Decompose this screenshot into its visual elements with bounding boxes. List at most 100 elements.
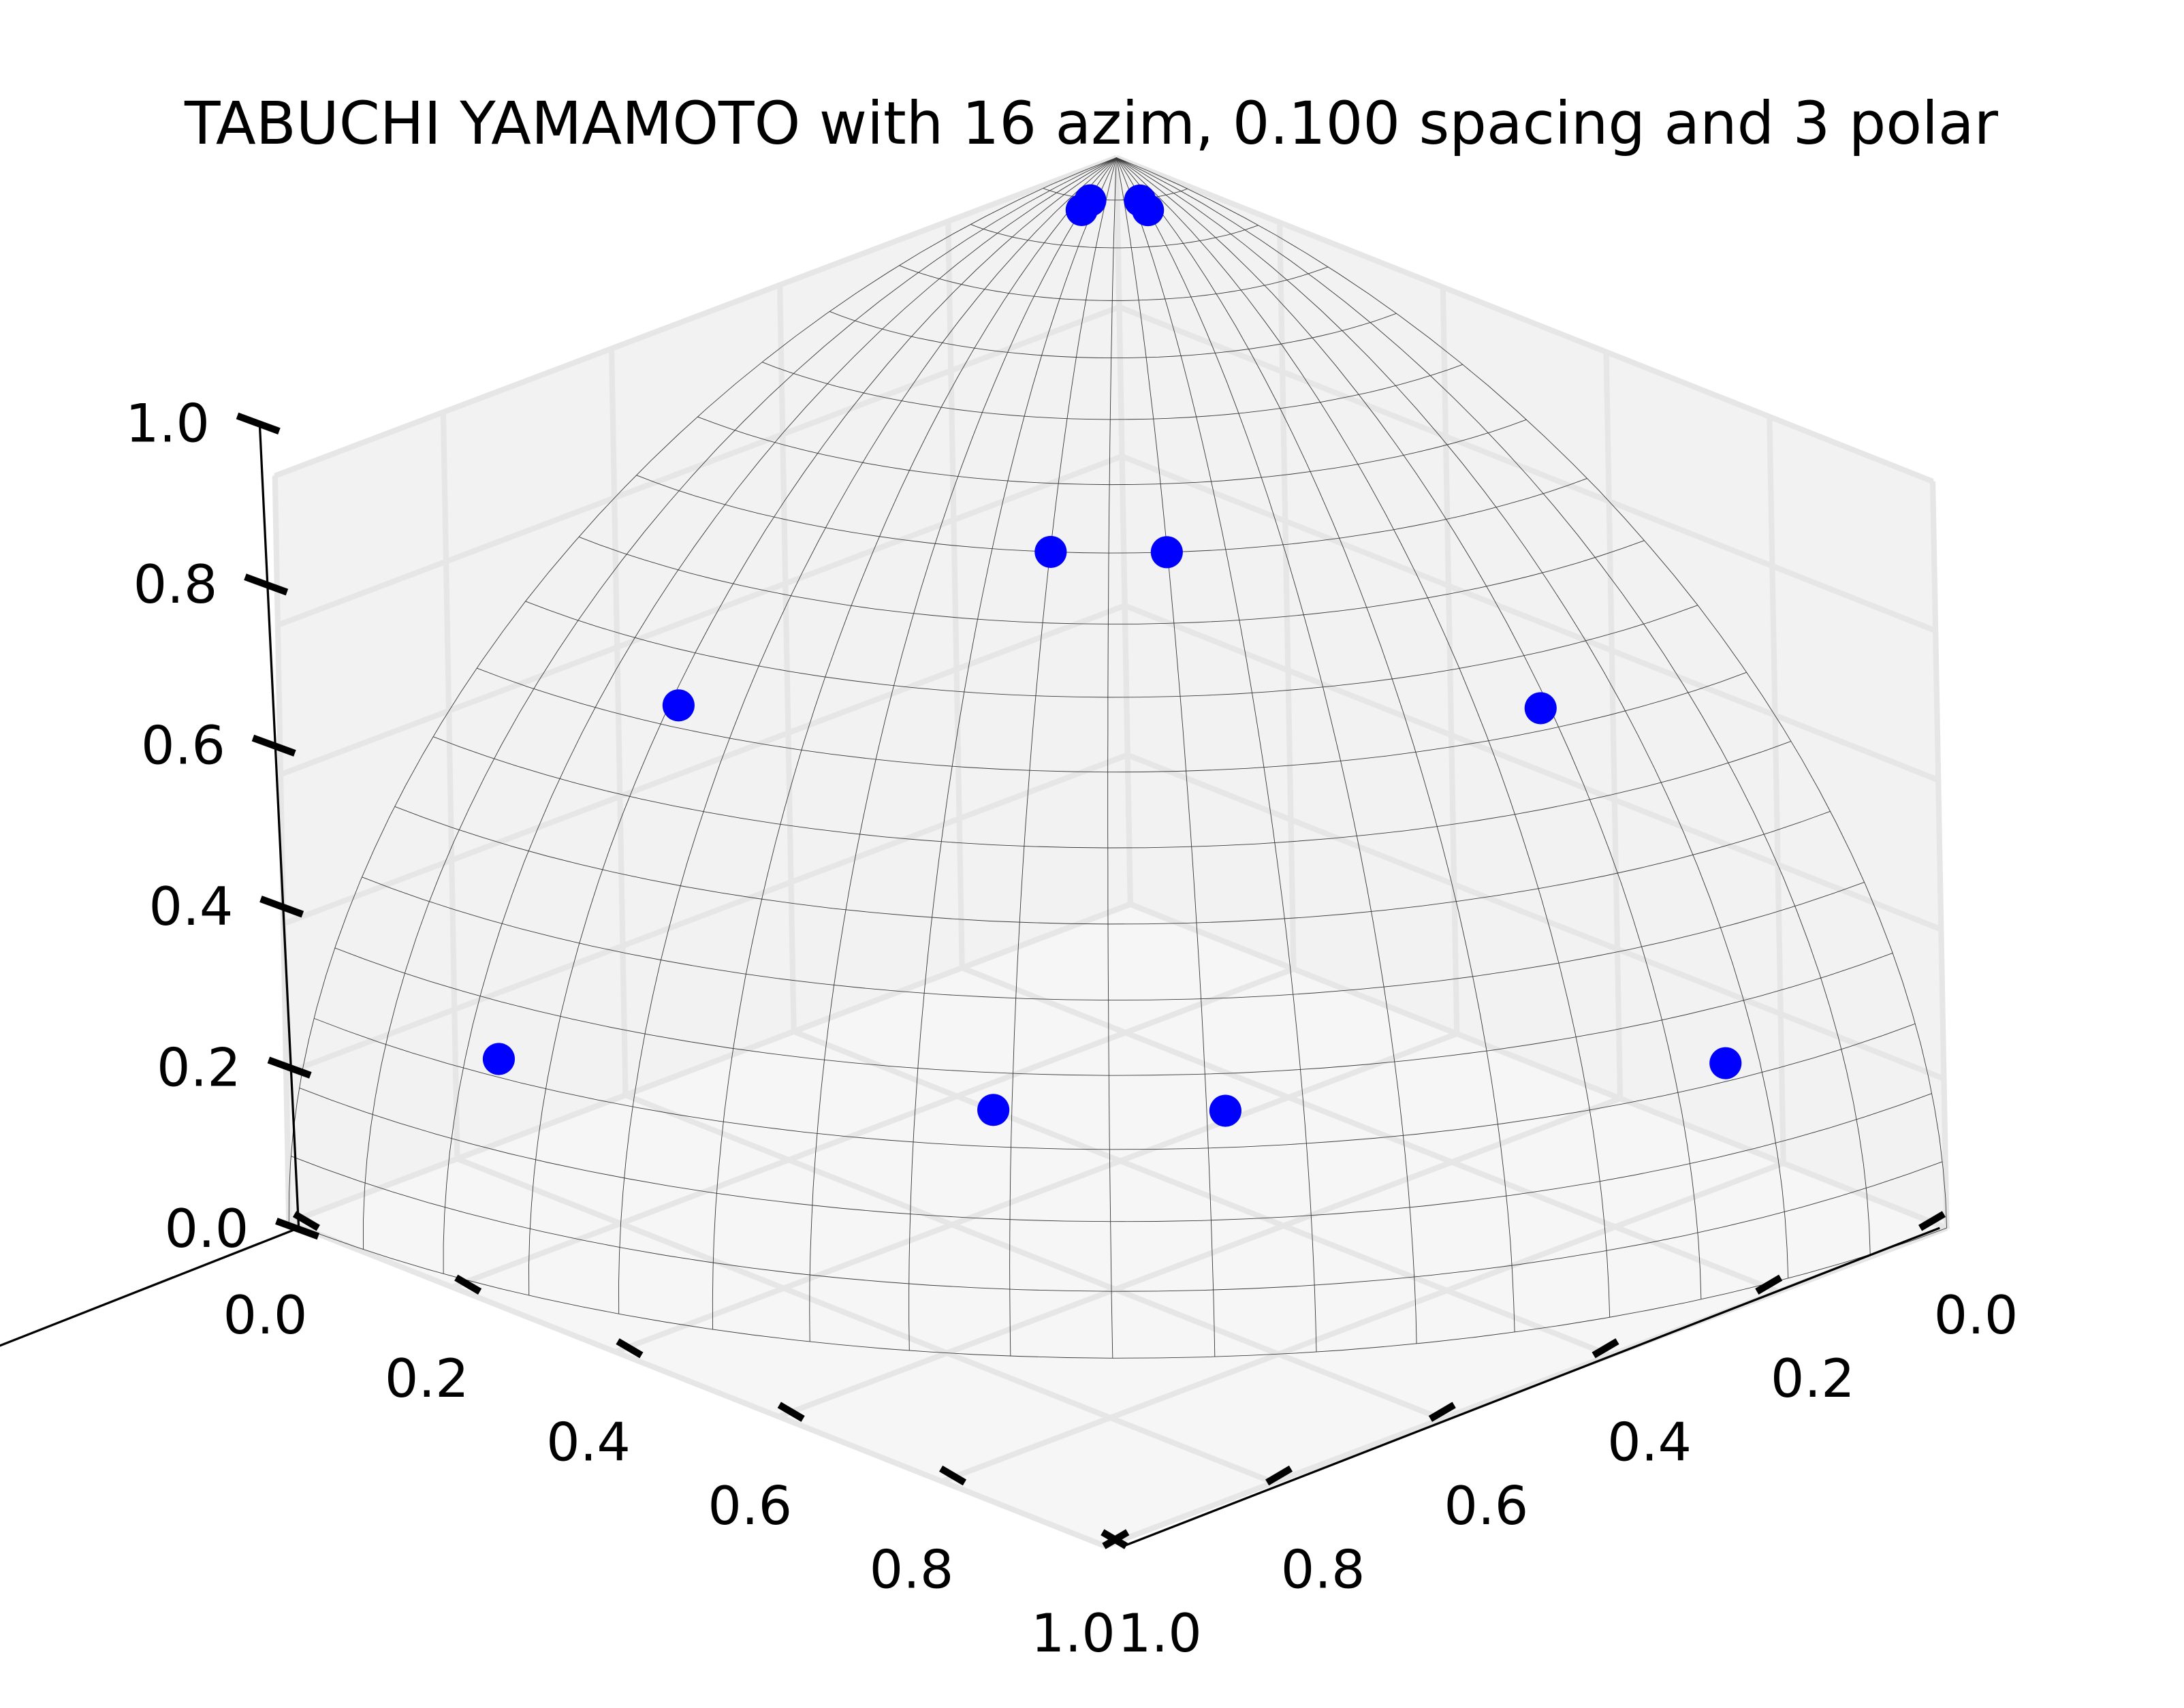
gridline <box>1603 351 1624 1099</box>
z-tick <box>267 1056 312 1079</box>
gridline <box>440 412 460 1159</box>
wireframe-parallel <box>394 806 1831 925</box>
chart-title: TABUCHI YAMAMOTO with 16 azim, 0.100 spa… <box>184 90 1999 158</box>
wireframe-parallel <box>289 1222 1947 1359</box>
scatter-points <box>482 184 1742 1127</box>
y-tick <box>1755 1274 1783 1295</box>
gridline <box>777 285 797 1032</box>
scatter-point <box>1209 1094 1241 1127</box>
y-tick <box>1918 1211 1946 1231</box>
scatter-point <box>482 1043 516 1075</box>
z-tick <box>259 896 304 918</box>
gridline <box>274 155 1118 479</box>
y-tick <box>1102 1529 1130 1549</box>
scatter-point <box>977 1094 1010 1126</box>
wireframe-parallel <box>334 947 1893 1076</box>
wireframe-parallel <box>578 536 1645 624</box>
gridline <box>1929 481 1950 1229</box>
z-tick-label: 0.6 <box>141 715 225 776</box>
wireframe-parallel <box>525 601 1698 698</box>
x-tick <box>292 1211 320 1231</box>
gridline <box>287 1220 1107 1549</box>
z-tick-label: 0.8 <box>133 554 218 616</box>
gridline <box>1121 454 1940 783</box>
gridline <box>456 1156 1275 1485</box>
axis-tick-labels: 0.0 0.2 0.4 0.6 0.8 1.0 0.0 0.2 0.4 0.6 0.8 1.0 0.0 0… <box>125 393 2018 1664</box>
gridline <box>451 966 1295 1290</box>
z-tick <box>236 412 281 434</box>
gridline <box>793 1028 1611 1358</box>
z-tick <box>251 734 296 757</box>
gridline <box>1129 901 1948 1231</box>
y-tick <box>1592 1338 1619 1359</box>
y-tick-label: 0.4 <box>1607 1412 1692 1474</box>
wireframe-parallel <box>290 1156 1943 1292</box>
gridline <box>1440 287 1460 1034</box>
z-tick-label: 1.0 <box>125 393 210 454</box>
gridline <box>287 901 1132 1225</box>
gridline <box>1767 416 1786 1164</box>
z-tick <box>244 573 289 596</box>
wireframe-parallel <box>899 265 1329 301</box>
gridline <box>272 475 292 1223</box>
y-tick-label: 0.6 <box>1444 1476 1528 1537</box>
x-tick-label: 0.0 <box>223 1285 308 1346</box>
scatter-point <box>662 689 695 722</box>
y-tick <box>1428 1402 1456 1422</box>
wireframe-parallel <box>697 416 1527 486</box>
z-tick <box>275 1218 320 1240</box>
gridline <box>1126 752 1945 1081</box>
gridline <box>945 221 965 968</box>
gridline <box>276 304 1120 628</box>
gridline <box>285 752 1129 1076</box>
y-tick-label: 0.0 <box>1934 1285 2019 1346</box>
gridline <box>614 1031 1458 1355</box>
gridline <box>940 1160 1785 1485</box>
gridline <box>1115 155 1934 484</box>
gridline <box>608 348 629 1096</box>
y-tick-label: 0.8 <box>1281 1540 1365 1601</box>
gridline <box>778 1096 1621 1419</box>
gridline <box>279 454 1124 778</box>
y-tick-label: 0.2 <box>1771 1348 1855 1410</box>
x-tick-label: 0.6 <box>708 1476 792 1537</box>
wireframe-parallel <box>970 223 1259 249</box>
x-tick-label: 0.2 <box>385 1348 469 1410</box>
gridline <box>282 603 1126 927</box>
z-axis-line <box>258 422 300 1229</box>
gridline <box>624 1092 1443 1422</box>
axis-lines <box>0 422 1940 1547</box>
wireframe-parallel <box>432 736 1792 849</box>
gridline <box>1124 603 1942 932</box>
axes-gridlines <box>272 155 1950 1549</box>
wireframe-parallel <box>362 876 1865 1000</box>
x-tick <box>777 1402 805 1422</box>
scatter-point <box>1709 1047 1742 1079</box>
x-tick <box>616 1338 644 1359</box>
wireframe-parallel <box>1043 187 1188 201</box>
wireframe-parallel <box>636 475 1587 554</box>
scatter-point <box>1132 194 1165 227</box>
x-axis-line <box>0 1227 300 1347</box>
sphere-wireframe <box>288 157 1947 1359</box>
gridline <box>1276 222 1297 969</box>
wireframe-parallel <box>829 311 1397 359</box>
x-tick <box>938 1465 967 1486</box>
wireframe-parallel <box>299 1087 1932 1222</box>
wireframe-parallel <box>761 362 1463 420</box>
scatter-point <box>1524 692 1557 725</box>
x-tick-label: 0.8 <box>870 1540 954 1601</box>
wireframe-parallel <box>476 667 1747 773</box>
axis-ticks <box>236 412 1946 1549</box>
z-tick-label: 0.4 <box>149 876 234 938</box>
scatter-point <box>1150 536 1183 569</box>
gridline <box>1113 157 1133 904</box>
wireframe-parallel <box>314 1017 1916 1150</box>
z-tick-label: 0.0 <box>164 1199 249 1260</box>
scatter-point <box>1074 184 1107 217</box>
y-tick-label: 1.0 <box>1118 1603 1202 1664</box>
gridline <box>961 965 1779 1295</box>
y-tick <box>1265 1465 1293 1486</box>
x-tick <box>454 1274 482 1295</box>
